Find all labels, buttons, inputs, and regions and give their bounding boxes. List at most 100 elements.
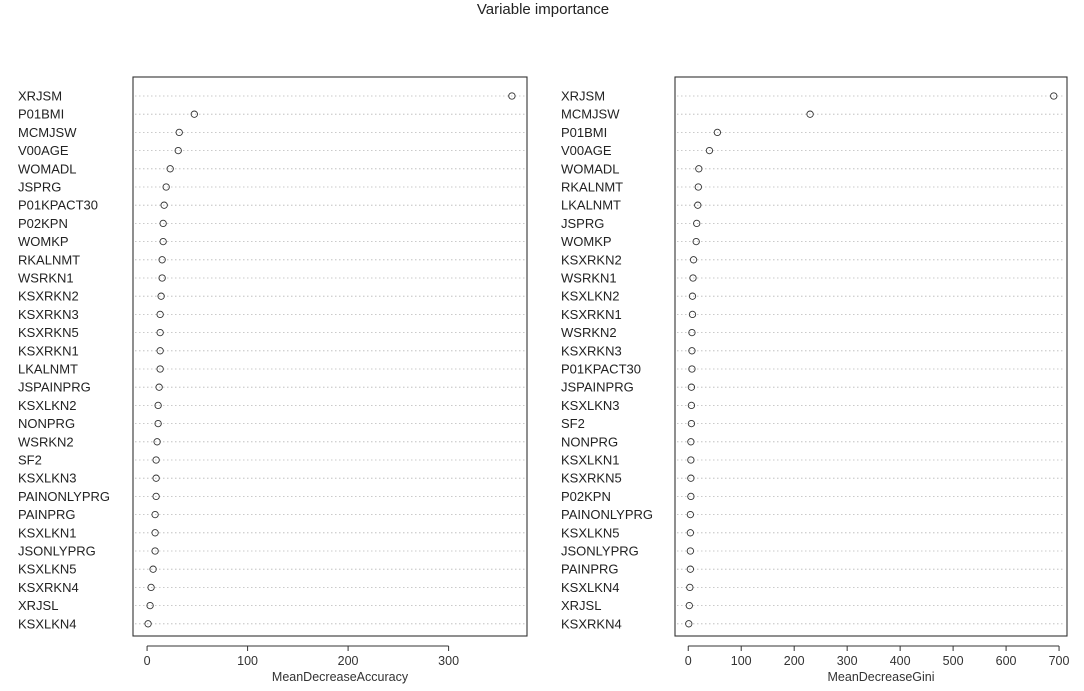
variable-label: JSONLYPRG [18,544,96,559]
importance-point [190,110,198,118]
x-tick-label: 0 [685,654,692,668]
importance-point [155,383,163,391]
variable-label: MCMJSW [18,125,77,140]
importance-point [685,601,693,610]
importance-point [688,328,696,337]
variable-label: KSXRKN1 [561,307,622,322]
variable-label: KSXRKN3 [561,343,622,358]
variable-label: KSXRKN2 [561,252,622,267]
importance-point [158,274,166,282]
variable-label: P01KPACT30 [561,362,641,377]
variable-label: KSXRKN3 [18,307,79,322]
variable-label: KSXLKN2 [561,289,620,304]
importance-point [686,510,695,519]
importance-point [693,219,701,228]
variable-label: WOMKP [18,234,69,249]
importance-point [156,310,164,319]
x-tick-label: 500 [943,654,964,668]
x-tick-label: 100 [237,654,258,668]
importance-point [159,237,167,246]
x-tick-label: 200 [784,654,805,668]
x-axis-title: MeanDecreaseGini [828,670,935,684]
variable-label: WSRKN2 [561,325,617,340]
importance-point [688,292,697,300]
variable-label: PAINPRG [18,507,76,522]
panel-mean-decrease-gini: XRJSM MCMJSW P01BMI V00AGE WOMADL RKALNMT LKAL… [561,76,1070,684]
importance-point [688,365,696,373]
variable-label: LKALNMT [561,198,621,213]
importance-point [149,565,157,573]
importance-point [806,110,814,118]
importance-point [686,547,695,555]
panel-mean-decrease-accuracy: XRJSM P01BMI MCMJSW V00AGE WOMADL JSPRG P01KPA… [18,76,528,684]
importance-point [157,292,165,300]
importance-point [156,365,164,373]
importance-point [685,620,693,628]
importance-point [686,529,695,537]
variable-label: KSXRKN4 [18,580,79,595]
importance-point [687,401,696,410]
importance-point [154,401,162,410]
variable-label: JSPAINPRG [561,380,634,395]
importance-point [144,620,152,628]
variable-label: KSXRKN5 [561,471,622,486]
figure-title: Variable importance [477,1,609,18]
importance-point [156,347,164,355]
x-tick-label: 0 [144,654,151,668]
variable-label: WSRKN1 [18,271,74,286]
importance-point [689,274,697,282]
variable-label: KSXRKN2 [18,289,79,304]
importance-point [152,456,160,464]
variable-label: JSONLYPRG [561,544,639,559]
importance-point [152,474,160,482]
importance-point [694,201,702,209]
variable-label: PAINPRG [561,562,619,577]
importance-point [508,92,516,100]
importance-point [688,310,697,319]
variable-label: JSPRG [18,180,61,195]
plot-frame [674,76,1068,637]
variable-label: NONPRG [18,416,75,431]
importance-point [687,492,695,501]
importance-point [689,256,698,264]
importance-point [175,128,183,137]
variable-label: SF2 [18,453,42,468]
variable-label: KSXLKN2 [18,398,77,413]
importance-point [162,183,170,191]
variable-label: V00AGE [18,143,69,158]
variable-label: PAINONLYPRG [18,489,110,504]
importance-point [160,201,168,209]
variable-label: WOMKP [561,234,612,249]
importance-point [692,237,700,246]
variable-label: WOMADL [18,161,77,176]
importance-point [147,583,155,592]
x-tick-label: 200 [338,654,359,668]
variable-label: KSXLKN1 [18,525,77,540]
importance-point [174,146,182,155]
importance-point [687,419,696,428]
importance-point [688,347,696,355]
variable-label: XRJSM [561,89,605,104]
variable-label: SF2 [561,416,585,431]
variable-label: WOMADL [561,161,620,176]
variable-label: NONPRG [561,434,618,449]
plot-frame [132,76,528,637]
variable-label: PAINONLYPRG [561,507,653,522]
importance-point [687,474,695,482]
importance-point [686,565,695,573]
importance-point [151,529,159,537]
x-axis-title: MeanDecreaseAccuracy [272,670,409,684]
importance-point [705,146,714,155]
importance-point [1050,92,1058,100]
importance-point [151,510,159,519]
variable-label: KSXLKN3 [18,471,77,486]
importance-point [687,456,695,464]
importance-point [166,165,174,173]
importance-point [159,219,167,228]
variable-label: KSXLKN1 [561,453,620,468]
variable-label: KSXRKN4 [561,616,622,631]
x-tick-label: 400 [890,654,911,668]
variable-label: KSXLKN3 [561,398,620,413]
variable-label: XRJSM [18,89,62,104]
